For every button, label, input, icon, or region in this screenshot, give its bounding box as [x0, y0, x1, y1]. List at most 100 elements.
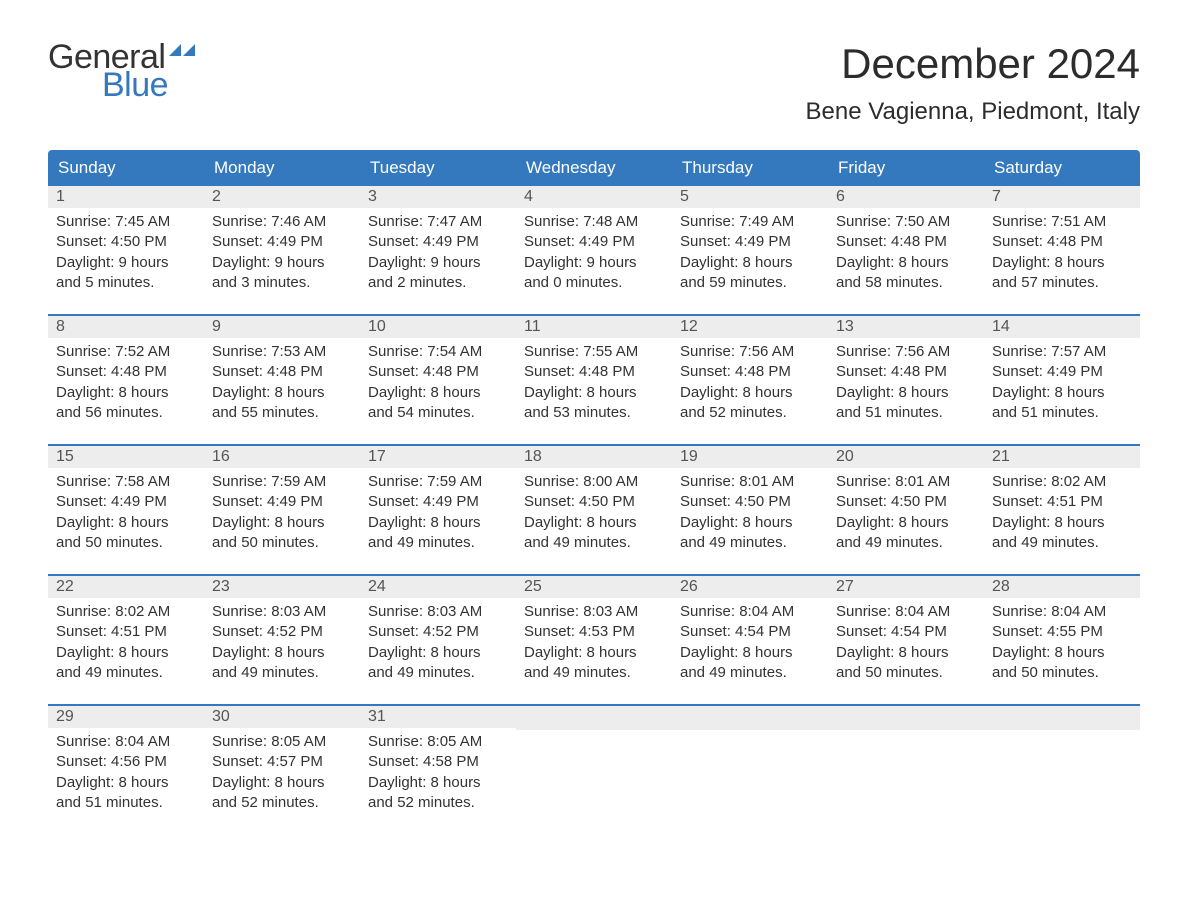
- daylight-line-2: and 2 minutes.: [368, 273, 508, 293]
- sunset-line: Sunset: 4:49 PM: [212, 492, 352, 512]
- calendar-day: 26Sunrise: 8:04 AMSunset: 4:54 PMDayligh…: [672, 576, 828, 704]
- daylight-line-2: and 49 minutes.: [680, 533, 820, 553]
- weekday-header: Tuesday: [360, 150, 516, 186]
- day-details: Sunrise: 7:46 AMSunset: 4:49 PMDaylight:…: [204, 208, 360, 301]
- sunset-line: Sunset: 4:50 PM: [56, 232, 196, 252]
- daylight-line-1: Daylight: 8 hours: [836, 643, 976, 663]
- day-number: 8: [48, 316, 204, 338]
- sunset-line: Sunset: 4:50 PM: [524, 492, 664, 512]
- daylight-line-2: and 50 minutes.: [992, 663, 1132, 683]
- day-details: Sunrise: 7:52 AMSunset: 4:48 PMDaylight:…: [48, 338, 204, 431]
- day-details: Sunrise: 7:47 AMSunset: 4:49 PMDaylight:…: [360, 208, 516, 301]
- daylight-line-2: and 50 minutes.: [56, 533, 196, 553]
- sunrise-line: Sunrise: 8:03 AM: [212, 602, 352, 622]
- day-number: 6: [828, 186, 984, 208]
- day-number: 26: [672, 576, 828, 598]
- day-details: Sunrise: 8:03 AMSunset: 4:52 PMDaylight:…: [360, 598, 516, 691]
- calendar-day: 20Sunrise: 8:01 AMSunset: 4:50 PMDayligh…: [828, 446, 984, 574]
- day-details: Sunrise: 7:55 AMSunset: 4:48 PMDaylight:…: [516, 338, 672, 431]
- calendar-day: [984, 706, 1140, 834]
- sunrise-line: Sunrise: 7:50 AM: [836, 212, 976, 232]
- sunset-line: Sunset: 4:48 PM: [368, 362, 508, 382]
- daylight-line-2: and 52 minutes.: [680, 403, 820, 423]
- day-number: 29: [48, 706, 204, 728]
- daylight-line-2: and 57 minutes.: [992, 273, 1132, 293]
- day-details: Sunrise: 7:59 AMSunset: 4:49 PMDaylight:…: [360, 468, 516, 561]
- daylight-line-1: Daylight: 8 hours: [992, 383, 1132, 403]
- weekday-header: Thursday: [672, 150, 828, 186]
- daylight-line-1: Daylight: 9 hours: [368, 253, 508, 273]
- daylight-line-2: and 3 minutes.: [212, 273, 352, 293]
- day-number: 31: [360, 706, 516, 728]
- day-number: 22: [48, 576, 204, 598]
- sunset-line: Sunset: 4:53 PM: [524, 622, 664, 642]
- daylight-line-1: Daylight: 8 hours: [524, 383, 664, 403]
- daylight-line-1: Daylight: 8 hours: [368, 513, 508, 533]
- calendar-day: 8Sunrise: 7:52 AMSunset: 4:48 PMDaylight…: [48, 316, 204, 444]
- daylight-line-1: Daylight: 8 hours: [212, 383, 352, 403]
- weekday-header: Saturday: [984, 150, 1140, 186]
- calendar-day: 27Sunrise: 8:04 AMSunset: 4:54 PMDayligh…: [828, 576, 984, 704]
- day-details: Sunrise: 7:51 AMSunset: 4:48 PMDaylight:…: [984, 208, 1140, 301]
- daylight-line-1: Daylight: 8 hours: [368, 643, 508, 663]
- day-details: Sunrise: 8:00 AMSunset: 4:50 PMDaylight:…: [516, 468, 672, 561]
- day-details: Sunrise: 7:58 AMSunset: 4:49 PMDaylight:…: [48, 468, 204, 561]
- calendar-week: 1Sunrise: 7:45 AMSunset: 4:50 PMDaylight…: [48, 186, 1140, 314]
- calendar-day: 18Sunrise: 8:00 AMSunset: 4:50 PMDayligh…: [516, 446, 672, 574]
- calendar-day: 3Sunrise: 7:47 AMSunset: 4:49 PMDaylight…: [360, 186, 516, 314]
- calendar-day: 15Sunrise: 7:58 AMSunset: 4:49 PMDayligh…: [48, 446, 204, 574]
- daylight-line-2: and 49 minutes.: [992, 533, 1132, 553]
- day-details: Sunrise: 7:45 AMSunset: 4:50 PMDaylight:…: [48, 208, 204, 301]
- sunrise-line: Sunrise: 8:04 AM: [680, 602, 820, 622]
- calendar-day: 2Sunrise: 7:46 AMSunset: 4:49 PMDaylight…: [204, 186, 360, 314]
- daylight-line-1: Daylight: 8 hours: [524, 643, 664, 663]
- calendar-day: 11Sunrise: 7:55 AMSunset: 4:48 PMDayligh…: [516, 316, 672, 444]
- daylight-line-2: and 5 minutes.: [56, 273, 196, 293]
- day-details: Sunrise: 7:48 AMSunset: 4:49 PMDaylight:…: [516, 208, 672, 301]
- day-number: 12: [672, 316, 828, 338]
- weekday-header: Monday: [204, 150, 360, 186]
- day-details: [828, 730, 984, 742]
- day-details: Sunrise: 8:05 AMSunset: 4:58 PMDaylight:…: [360, 728, 516, 821]
- day-details: Sunrise: 8:05 AMSunset: 4:57 PMDaylight:…: [204, 728, 360, 821]
- day-number: [672, 706, 828, 730]
- sunset-line: Sunset: 4:56 PM: [56, 752, 196, 772]
- daylight-line-2: and 49 minutes.: [680, 663, 820, 683]
- daylight-line-2: and 51 minutes.: [992, 403, 1132, 423]
- calendar-day: 23Sunrise: 8:03 AMSunset: 4:52 PMDayligh…: [204, 576, 360, 704]
- calendar-day: 21Sunrise: 8:02 AMSunset: 4:51 PMDayligh…: [984, 446, 1140, 574]
- day-details: Sunrise: 8:04 AMSunset: 4:54 PMDaylight:…: [672, 598, 828, 691]
- calendar-day: 4Sunrise: 7:48 AMSunset: 4:49 PMDaylight…: [516, 186, 672, 314]
- day-details: Sunrise: 8:02 AMSunset: 4:51 PMDaylight:…: [984, 468, 1140, 561]
- sunset-line: Sunset: 4:51 PM: [992, 492, 1132, 512]
- sunset-line: Sunset: 4:49 PM: [368, 232, 508, 252]
- day-number: 15: [48, 446, 204, 468]
- day-number: 24: [360, 576, 516, 598]
- calendar-day: 7Sunrise: 7:51 AMSunset: 4:48 PMDaylight…: [984, 186, 1140, 314]
- day-details: [516, 730, 672, 742]
- calendar-day: 13Sunrise: 7:56 AMSunset: 4:48 PMDayligh…: [828, 316, 984, 444]
- day-number: 18: [516, 446, 672, 468]
- weekday-header: Friday: [828, 150, 984, 186]
- calendar-weeks: 1Sunrise: 7:45 AMSunset: 4:50 PMDaylight…: [48, 186, 1140, 834]
- sunrise-line: Sunrise: 8:00 AM: [524, 472, 664, 492]
- sunset-line: Sunset: 4:48 PM: [836, 362, 976, 382]
- daylight-line-2: and 50 minutes.: [212, 533, 352, 553]
- weekday-header-row: SundayMondayTuesdayWednesdayThursdayFrid…: [48, 150, 1140, 186]
- daylight-line-1: Daylight: 8 hours: [680, 253, 820, 273]
- day-number: 2: [204, 186, 360, 208]
- daylight-line-1: Daylight: 8 hours: [992, 513, 1132, 533]
- sunrise-line: Sunrise: 8:01 AM: [680, 472, 820, 492]
- day-number: 20: [828, 446, 984, 468]
- day-details: Sunrise: 8:04 AMSunset: 4:54 PMDaylight:…: [828, 598, 984, 691]
- sunset-line: Sunset: 4:50 PM: [680, 492, 820, 512]
- sunset-line: Sunset: 4:48 PM: [992, 232, 1132, 252]
- daylight-line-1: Daylight: 8 hours: [680, 643, 820, 663]
- day-number: 7: [984, 186, 1140, 208]
- calendar-day: 10Sunrise: 7:54 AMSunset: 4:48 PMDayligh…: [360, 316, 516, 444]
- day-number: 3: [360, 186, 516, 208]
- logo-word-blue: Blue: [102, 68, 205, 102]
- day-number: 30: [204, 706, 360, 728]
- sunset-line: Sunset: 4:52 PM: [368, 622, 508, 642]
- daylight-line-2: and 49 minutes.: [368, 533, 508, 553]
